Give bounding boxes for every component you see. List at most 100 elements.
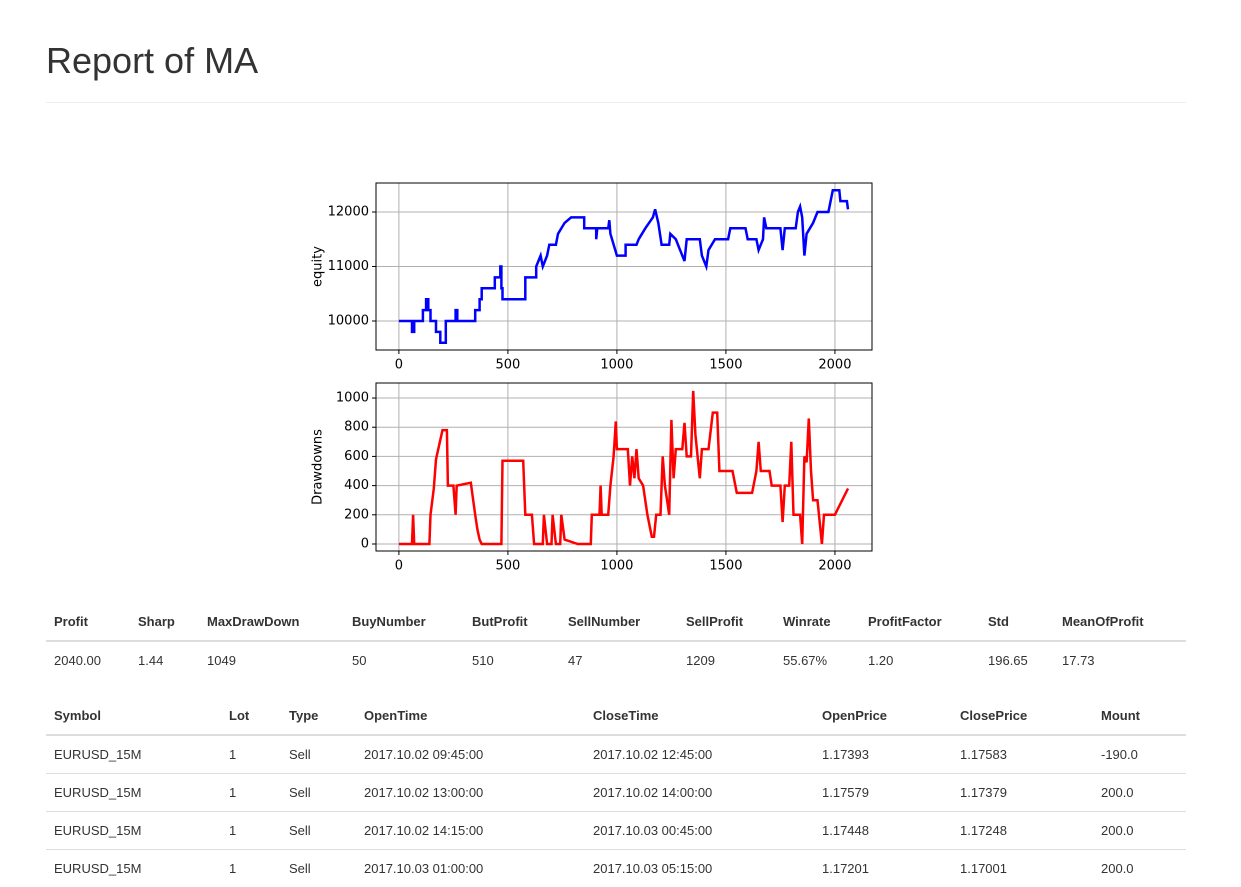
table-row: 2040.00 1.44 1049 50 510 47 1209 55.67% 1.20 196.… [46, 642, 1186, 679]
table-cell: 2017.10.02 09:45:00 [364, 747, 484, 762]
table-cell: EURUSD_15M [54, 747, 142, 762]
header-cell: MaxDrawDown [207, 614, 300, 629]
plot-frame [375, 182, 873, 351]
header-cell: Sharp [138, 614, 175, 629]
header-cell: ProfitFactor [868, 614, 942, 629]
header-cell: OpenPrice [822, 708, 888, 723]
y-tick-label: 800 [344, 420, 369, 435]
table-cell: 1 [229, 823, 237, 838]
header-cell: Lot [229, 708, 250, 723]
header-cell: Profit [54, 614, 88, 629]
table-cell: 2017.10.02 12:45:00 [593, 747, 713, 762]
table-cell: Sell [289, 823, 311, 838]
table-cell: 1049 [207, 653, 236, 668]
table-cell: 1.20 [868, 653, 894, 668]
line-series [398, 390, 850, 546]
x-tick-label: 1000 [600, 559, 633, 574]
header-row: Symbol Lot Type OpenTime CloseTime OpenPrice C… [46, 698, 1186, 736]
table-cell: 1.17579 [822, 785, 869, 800]
table-cell: EURUSD_15M [54, 861, 142, 876]
table-cell: 200.0 [1101, 785, 1134, 800]
table-cell: EURUSD_15M [54, 785, 142, 800]
x-tick-label: 500 [495, 559, 520, 574]
x-tick-label: 500 [495, 358, 520, 373]
page-title: Report of MA [46, 40, 259, 81]
table-cell: 47 [568, 653, 583, 668]
table-cell: Sell [289, 861, 311, 876]
y-tick-label: 400 [344, 478, 369, 493]
y-tick-label: 600 [344, 449, 369, 464]
table-cell: Sell [289, 785, 311, 800]
header-cell: Std [988, 614, 1009, 629]
summary-table: Profit Sharp MaxDrawDown BuyNumber ButProfit… [46, 604, 1186, 679]
table-row: EURUSD_15M 1 Sell 2017.10.02 09:45:00 2017.1… [46, 736, 1186, 773]
header-cell: ButProfit [472, 614, 528, 629]
table-cell: EURUSD_15M [54, 823, 142, 838]
plot-frame [375, 382, 873, 552]
x-tick-label: 2000 [818, 358, 851, 373]
table-cell: 510 [472, 653, 494, 668]
table-cell: 55.67% [783, 653, 828, 668]
header-cell: Type [289, 708, 319, 723]
header-cell: Symbol [54, 708, 101, 723]
table-cell: 1.17248 [960, 823, 1007, 838]
y-tick-label: 200 [344, 507, 369, 522]
table-cell: 1.17393 [822, 747, 869, 762]
table-cell: 1.17001 [960, 861, 1007, 876]
table-cell: 1.17201 [822, 861, 869, 876]
x-tick-label: 2000 [818, 559, 851, 574]
table-cell: 2017.10.03 01:00:00 [364, 861, 484, 876]
y-tick-label: 12000 [328, 204, 369, 219]
table-cell: 2017.10.03 00:45:00 [593, 823, 713, 838]
y-tick-label: 10000 [328, 314, 369, 329]
header-cell: OpenTime [364, 708, 428, 723]
y-tick-label: 1000 [336, 391, 369, 406]
x-tick-label: 0 [395, 559, 403, 574]
table-cell: 200.0 [1101, 823, 1134, 838]
table-row: EURUSD_15M 1 Sell 2017.10.03 01:00:00 2017.1… [46, 849, 1186, 887]
header-cell: MeanOfProfit [1062, 614, 1144, 629]
table-cell: 17.73 [1062, 653, 1095, 668]
table-cell: 200.0 [1101, 861, 1134, 876]
table-cell: 1.44 [138, 653, 164, 668]
y-axis-label: Drawdowns [311, 429, 326, 505]
table-row: EURUSD_15M 1 Sell 2017.10.02 14:15:00 2017.1… [46, 811, 1186, 849]
table-cell: 2040.00 [54, 653, 101, 668]
header-cell: Winrate [783, 614, 831, 629]
header-row: Profit Sharp MaxDrawDown BuyNumber ButProfit… [46, 604, 1186, 642]
header-cell: Mount [1101, 708, 1140, 723]
table-cell: 1 [229, 785, 237, 800]
table-cell: 1209 [686, 653, 715, 668]
trades-table: Symbol Lot Type OpenTime CloseTime OpenPrice C… [46, 698, 1186, 887]
line-series [398, 188, 850, 345]
table-cell: Sell [289, 747, 311, 762]
table-row: EURUSD_15M 1 Sell 2017.10.02 13:00:00 2017.1… [46, 773, 1186, 811]
header-cell: SellProfit [686, 614, 744, 629]
table-cell: -190.0 [1101, 747, 1138, 762]
header-cell: BuyNumber [352, 614, 426, 629]
table-cell: 1.17448 [822, 823, 869, 838]
table-cell: 196.65 [988, 653, 1028, 668]
x-tick-label: 1500 [709, 358, 742, 373]
table-cell: 1.17583 [960, 747, 1007, 762]
table-cell: 1 [229, 747, 237, 762]
table-cell: 2017.10.02 13:00:00 [364, 785, 484, 800]
table-cell: 1.17379 [960, 785, 1007, 800]
header-cell: ClosePrice [960, 708, 1028, 723]
y-axis-label: equity [311, 246, 326, 287]
table-cell: 2017.10.02 14:15:00 [364, 823, 484, 838]
x-tick-label: 0 [395, 358, 403, 373]
x-tick-label: 1000 [600, 358, 633, 373]
header-cell: SellNumber [568, 614, 641, 629]
y-tick-label: 0 [361, 536, 369, 551]
table-cell: 2017.10.02 14:00:00 [593, 785, 713, 800]
table-cell: 1 [229, 861, 237, 876]
x-tick-label: 1500 [709, 559, 742, 574]
table-cell: 50 [352, 653, 367, 668]
header-cell: CloseTime [593, 708, 659, 723]
table-cell: 2017.10.03 05:15:00 [593, 861, 713, 876]
divider [46, 102, 1186, 103]
y-tick-label: 11000 [328, 259, 369, 274]
